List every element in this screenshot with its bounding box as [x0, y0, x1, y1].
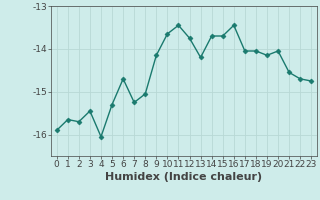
- X-axis label: Humidex (Indice chaleur): Humidex (Indice chaleur): [105, 172, 263, 182]
